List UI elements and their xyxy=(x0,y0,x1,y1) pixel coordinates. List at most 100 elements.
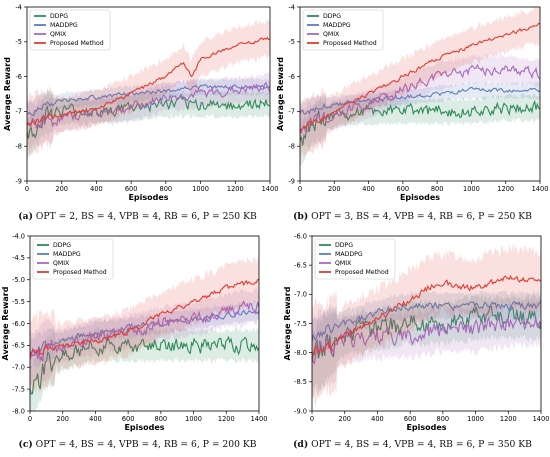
caption-d-label: (d) xyxy=(293,439,309,450)
y-tick-label: -5.0 xyxy=(12,276,25,284)
band-qmix-c xyxy=(30,287,259,388)
y-tick-label: -4.5 xyxy=(12,254,25,262)
y-tick-label: -6 xyxy=(15,73,22,81)
series-line-ddpg-c xyxy=(30,335,259,395)
legend-box xyxy=(314,238,396,280)
caption-b-label: (b) xyxy=(293,211,309,222)
x-tick-label: 1200 xyxy=(218,415,235,423)
plot-area-b xyxy=(300,7,540,167)
y-tick-label: -4 xyxy=(288,3,295,11)
x-tick-label: 1000 xyxy=(463,185,480,193)
legend-b: DDPG MADDPG QMIX Proposed Method xyxy=(302,9,384,51)
x-tick-label: 1000 xyxy=(467,415,484,423)
x-tick-label: 800 xyxy=(437,415,450,423)
chart-d: 0 200 400 600 800 1000 1200 1400 -9.0 -8.5 -8.0 -7.… xyxy=(283,232,549,432)
legend-label: QMIX xyxy=(50,31,67,38)
x-tick-label: 1200 xyxy=(227,185,244,193)
y-tick-label: -8 xyxy=(15,143,22,151)
y-tick-label: -4.0 xyxy=(12,232,25,240)
y-tick-label: -4 xyxy=(15,3,22,11)
y-tick-label: -9 xyxy=(288,177,295,185)
x-tick-label: 0 xyxy=(310,415,314,423)
caption-a-label: (a) xyxy=(18,211,33,222)
x-tick-label: 200 xyxy=(328,185,341,193)
y-tick-label: -8.0 xyxy=(294,349,307,357)
x-axis-label-a: Episodes xyxy=(128,193,168,202)
legend-label: Proposed Method xyxy=(335,269,389,276)
series-line-maddpg-b xyxy=(300,87,540,115)
legend-label: MADDPG xyxy=(323,22,351,29)
plot-area-a xyxy=(27,19,270,161)
x-tick-label: 200 xyxy=(56,415,69,423)
x-tick-label: 800 xyxy=(431,185,444,193)
series-line-qmix-d xyxy=(312,315,541,365)
series-line-ddpg-d xyxy=(312,305,541,363)
series-line-ddpg-a xyxy=(27,96,270,139)
x-tick-label: 400 xyxy=(362,185,375,193)
x-tick-label: 600 xyxy=(122,415,135,423)
x-axis-label-c: Episodes xyxy=(124,423,164,432)
legend-label: DDPG xyxy=(53,242,71,249)
band-maddpg-d xyxy=(312,290,541,362)
band-proposed-method-b xyxy=(300,7,540,161)
band-maddpg-b xyxy=(300,81,540,129)
x-tick-label: 1400 xyxy=(262,185,279,193)
x-tick-label: 800 xyxy=(155,415,168,423)
x-tick-label: 1200 xyxy=(497,185,514,193)
legend-label: Proposed Method xyxy=(53,269,107,276)
y-tick-label: -5 xyxy=(288,38,295,46)
series-line-proposed-method-d xyxy=(312,274,541,357)
caption-d-text: OPT = 4, BS = 4, VPB = 4, RB = 6, P = 35… xyxy=(308,439,532,450)
y-tick-label: -7 xyxy=(15,108,22,116)
series-line-qmix-a xyxy=(27,81,270,129)
x-tick-label: 400 xyxy=(90,185,103,193)
x-tick-label: 800 xyxy=(160,185,173,193)
y-tick-label: -7.0 xyxy=(294,291,307,299)
legend-label: QMIX xyxy=(335,260,352,267)
y-tick-label: -6 xyxy=(288,73,295,81)
x-tick-label: 200 xyxy=(338,415,351,423)
series-line-qmix-c xyxy=(30,300,259,362)
legend-label: Proposed Method xyxy=(323,40,377,47)
axes-frame-a xyxy=(26,6,271,182)
x-tick-label: 1400 xyxy=(532,185,549,193)
x-tick-label: 400 xyxy=(371,415,384,423)
legend-label: DDPG xyxy=(335,242,353,249)
legend-c: DDPG MADDPG QMIX Proposed Method xyxy=(32,238,114,280)
x-axis-label-d: Episodes xyxy=(406,423,446,432)
y-axis-label-b: Average Reward xyxy=(276,57,285,131)
y-tick-label: -6.5 xyxy=(294,261,307,269)
y-tick-label: -5.5 xyxy=(12,298,25,306)
x-tick-label: 1000 xyxy=(185,415,202,423)
x-tick-label: 1400 xyxy=(251,415,268,423)
legend-a: DDPG MADDPG QMIX Proposed Method xyxy=(29,9,111,51)
x-tick-label: 1000 xyxy=(192,185,209,193)
legend-label: Proposed Method xyxy=(50,40,104,47)
legend-box xyxy=(32,238,114,280)
band-qmix-b xyxy=(300,54,540,153)
band-ddpg-b xyxy=(300,93,540,167)
y-tick-label: -6.0 xyxy=(294,232,307,240)
band-maddpg-c xyxy=(30,299,259,371)
y-tick-label: -9 xyxy=(15,177,22,185)
y-tick-label: -9.0 xyxy=(294,407,307,415)
y-tick-label: -7.0 xyxy=(12,364,25,372)
legend-d: DDPG MADDPG QMIX Proposed Method xyxy=(314,238,396,280)
y-tick-label: -6.5 xyxy=(12,342,25,350)
y-tick-label: -6.0 xyxy=(12,320,25,328)
legend-label: DDPG xyxy=(50,13,68,20)
series-line-qmix-b xyxy=(300,63,540,134)
caption-c-text: OPT = 4, BS = 4, VPB = 4, RB = 6, P = 20… xyxy=(32,439,257,450)
axes-frame-b xyxy=(299,6,541,182)
band-qmix-a xyxy=(27,72,270,150)
caption-c: (c) OPT = 4, BS = 4, VPB = 4, RB = 6, P … xyxy=(0,439,275,450)
series-line-proposed-method-b xyxy=(300,22,540,131)
x-tick-label: 0 xyxy=(298,185,302,193)
x-tick-label: 0 xyxy=(28,415,32,423)
legend-label: MADDPG xyxy=(335,251,363,258)
legend-box xyxy=(302,9,384,51)
legend-label: DDPG xyxy=(323,13,341,20)
legend-label: MADDPG xyxy=(53,251,81,258)
y-axis-label-a: Average Reward xyxy=(3,57,12,131)
